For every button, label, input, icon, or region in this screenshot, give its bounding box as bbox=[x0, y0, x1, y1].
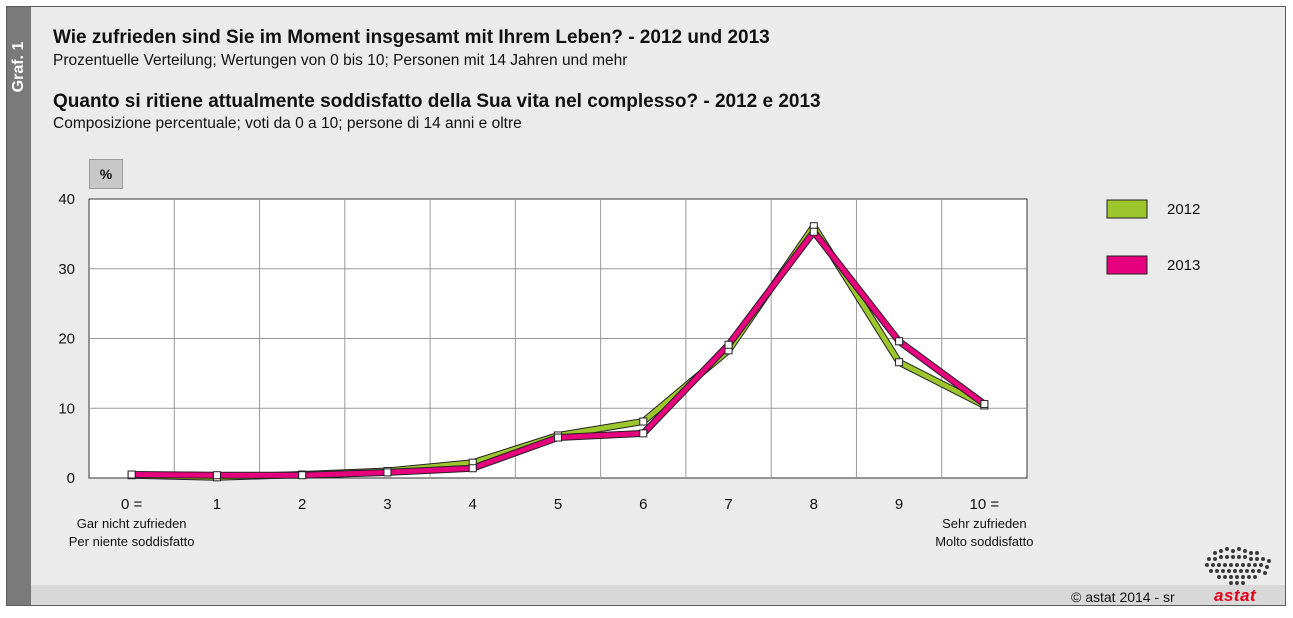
x-tick-label: 9 bbox=[895, 496, 903, 513]
y-tick-label: 30 bbox=[58, 261, 75, 278]
data-point-2013 bbox=[895, 337, 904, 346]
astat-brand: astat bbox=[1214, 586, 1257, 605]
data-point-2013 bbox=[639, 429, 648, 438]
x-tick-label: 7 bbox=[724, 496, 732, 513]
astat-map-logo-icon bbox=[1205, 547, 1271, 585]
data-point-2012 bbox=[639, 417, 648, 426]
title-german: Wie zufrieden sind Sie im Moment insgesa… bbox=[53, 27, 770, 48]
data-point-2013 bbox=[809, 227, 818, 236]
x-tick-label: 1 bbox=[213, 496, 221, 513]
y-tick-label: 20 bbox=[58, 331, 75, 348]
data-point-2013 bbox=[468, 464, 477, 473]
legend-swatch-2012 bbox=[1106, 199, 1148, 219]
x-tick-label: 4 bbox=[469, 496, 477, 513]
y-tick-label: 0 bbox=[67, 470, 75, 487]
x-tick-sublabel: Gar nicht zufrieden bbox=[77, 516, 187, 531]
x-tick-label: 2 bbox=[298, 496, 306, 513]
subtitle-german: Prozentuelle Verteilung; Wertungen von 0… bbox=[53, 52, 628, 69]
x-tick-label: 0 = bbox=[121, 496, 143, 513]
y-tick-label: 10 bbox=[58, 400, 75, 417]
data-point-2013 bbox=[980, 400, 989, 409]
title-italian: Quanto si ritiene attualmente soddisfatt… bbox=[53, 91, 821, 112]
data-point-2012 bbox=[895, 358, 904, 367]
footer-bar bbox=[31, 585, 1285, 605]
legend-swatch-2013 bbox=[1106, 255, 1148, 275]
data-point-2013 bbox=[127, 470, 136, 479]
x-tick-sublabel: Sehr zufrieden bbox=[942, 516, 1027, 531]
chart-frame: Graf. 1 Wie zufrieden sind Sie im Moment… bbox=[6, 6, 1286, 606]
legend-label-2012: 2012 bbox=[1167, 201, 1200, 218]
y-tick-label: 40 bbox=[58, 191, 75, 208]
x-tick-label: 5 bbox=[554, 496, 562, 513]
x-tick-label: 10 = bbox=[970, 496, 1000, 513]
x-tick-sublabel: Molto soddisfatto bbox=[935, 534, 1033, 549]
line-chart: 0 10 20 30 40 0 = Gar nicht zufrieden Per nien… bbox=[58, 191, 1200, 549]
side-tab: Graf. 1 bbox=[7, 7, 31, 605]
x-tick-label: 3 bbox=[383, 496, 391, 513]
data-point-2013 bbox=[298, 471, 307, 480]
copyright-text: © astat 2014 - sr bbox=[1071, 589, 1175, 605]
data-point-2013 bbox=[724, 340, 733, 349]
data-point-2013 bbox=[554, 433, 562, 442]
x-tick-label: 8 bbox=[810, 496, 818, 513]
subtitle-italian: Composizione percentuale; voti da 0 a 10… bbox=[53, 115, 522, 132]
data-point-2013 bbox=[383, 468, 392, 477]
data-point-2013 bbox=[212, 471, 221, 480]
x-tick-sublabel: Per niente soddisfatto bbox=[69, 534, 195, 549]
x-tick-label: 6 bbox=[639, 496, 647, 513]
legend-label-2013: 2013 bbox=[1167, 257, 1200, 274]
unit-label: % bbox=[89, 159, 123, 189]
